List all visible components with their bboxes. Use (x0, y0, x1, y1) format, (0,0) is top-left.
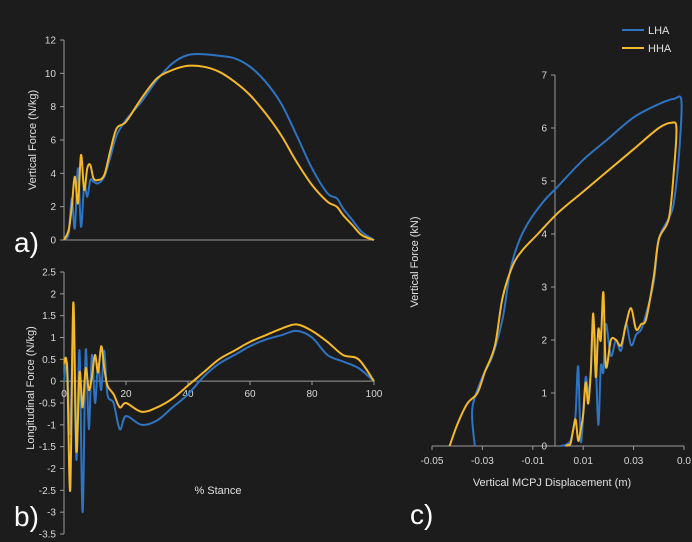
y-tick-label: 1 (541, 389, 547, 400)
x-axis-label-c: Vertical MCPJ Displacement (m) (473, 477, 631, 489)
y-tick-label: 10 (45, 69, 57, 80)
x-tick-label: -0.05 (421, 456, 444, 467)
y-tick-label: 12 (45, 36, 57, 47)
y-axis-label-b: Longitudinal Force (N/kg) (25, 326, 37, 450)
x-tick-label: 0 (61, 389, 67, 400)
series-line-hha-2 (63, 301, 375, 492)
series-line-lha-3 (471, 95, 683, 447)
y-tick-label: -3 (47, 508, 56, 519)
y-tick-label: 2.5 (42, 268, 56, 279)
panel-label-b: b) (14, 501, 39, 532)
panel-label-a: a) (14, 227, 39, 258)
y-tick-label: -1 (47, 420, 56, 431)
x-tick-label: 0.03 (624, 456, 644, 467)
y-tick-label: -3.5 (39, 530, 57, 541)
y-tick-label: 2 (541, 336, 547, 347)
y-tick-label: -1.5 (39, 442, 57, 453)
y-tick-label: 0 (50, 377, 56, 388)
y-tick-label: 0 (50, 236, 56, 247)
legend-label-lha: LHA (648, 25, 670, 37)
y-tick-label: 3 (541, 283, 547, 294)
x-tick-label: 60 (244, 389, 256, 400)
y-tick-label: 2 (50, 202, 56, 213)
y-tick-label: 1 (50, 333, 56, 344)
y-tick-label: 6 (50, 136, 56, 147)
y-tick-label: 6 (541, 124, 547, 135)
x-tick-label: 100 (366, 389, 383, 400)
x-tick-label: 20 (120, 389, 132, 400)
y-axis-label-c: Vertical Force (kN) (409, 216, 421, 307)
x-tick-label: 80 (306, 389, 318, 400)
x-tick-label: 0.0 (677, 456, 691, 467)
y-tick-label: -2.5 (39, 486, 57, 497)
series-line-lha-2 (63, 323, 375, 514)
x-tick-label: 0.01 (573, 456, 593, 467)
y-tick-label: -0.5 (39, 399, 57, 410)
y-tick-label: 4 (541, 230, 547, 241)
y-tick-label: 4 (50, 169, 56, 180)
y-axis-label-a: Vertical Force (N/kg) (27, 90, 39, 190)
y-tick-label: 7 (541, 71, 547, 82)
series-line-lha-1 (63, 52, 375, 241)
y-tick-label: -2 (47, 464, 56, 475)
legend-label-hha: HHA (648, 43, 672, 55)
x-tick-label: -0.01 (521, 456, 544, 467)
y-tick-label: 0.5 (42, 355, 56, 366)
y-tick-label: 5 (541, 177, 547, 188)
panel-label-c: c) (410, 499, 433, 530)
series-line-hha-1 (63, 64, 375, 241)
y-tick-label: 1.5 (42, 311, 56, 322)
x-tick-label: -0.03 (471, 456, 494, 467)
y-tick-label: 0 (541, 442, 547, 453)
y-tick-label: 2 (50, 289, 56, 300)
series-line-hha-3 (448, 121, 678, 447)
y-tick-label: 8 (50, 102, 56, 113)
x-axis-label-b: % Stance (194, 485, 241, 497)
